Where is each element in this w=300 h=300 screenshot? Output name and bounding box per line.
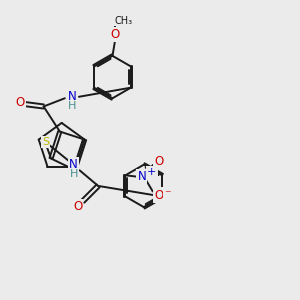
Text: O: O [73,200,82,213]
Text: N: N [69,158,78,171]
Text: O: O [15,96,25,109]
Text: H: H [68,101,76,112]
Text: S: S [42,136,49,147]
Text: O: O [154,188,163,202]
Text: N: N [68,90,76,103]
Text: CH₃: CH₃ [114,16,132,26]
Text: H: H [70,169,78,179]
Text: O: O [154,155,163,168]
Text: O: O [110,28,119,41]
Text: N: N [137,170,146,183]
Text: +: + [147,167,157,177]
Text: ⁻: ⁻ [164,188,171,202]
